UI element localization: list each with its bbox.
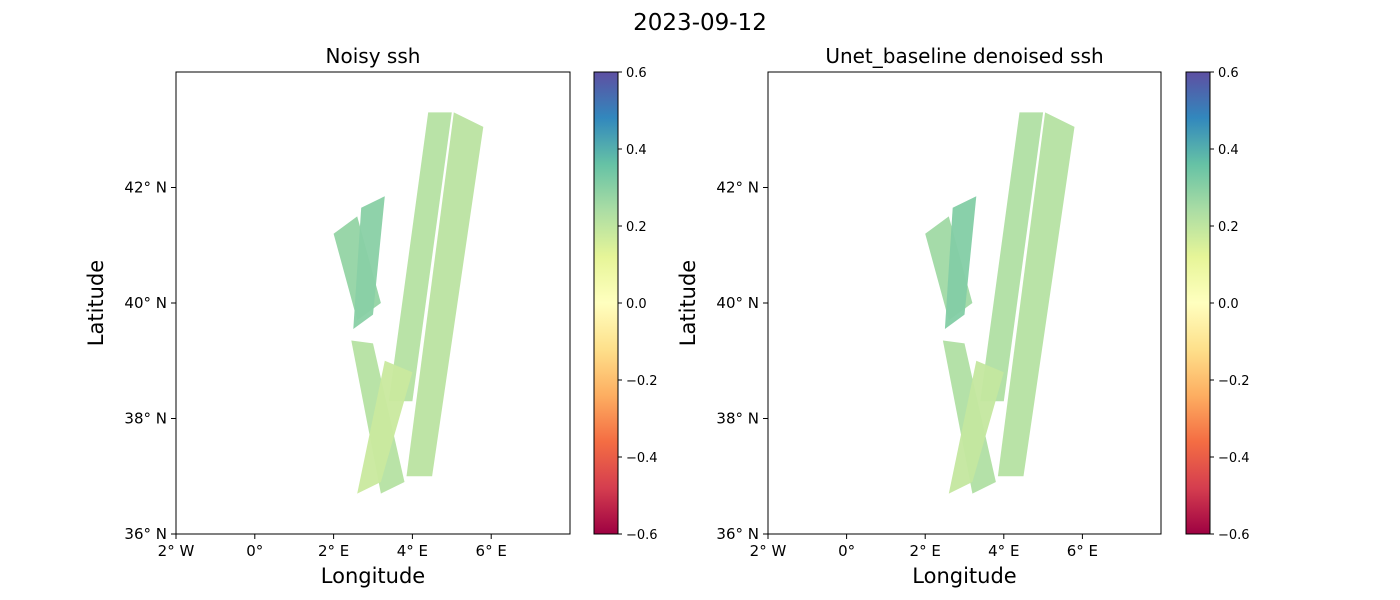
- panel-noisy-ssh: Noisy ssh 2° W 0° 2° E 4° E 6° E 36° N 38° N 40°…: [84, 44, 658, 588]
- y-tick-label: 40° N: [716, 294, 759, 312]
- ssh-swath-3: [980, 112, 1044, 402]
- colorbar-tick-label: −0.2: [1218, 374, 1250, 389]
- y-tick-label: 40° N: [124, 294, 167, 312]
- colorbar-tick-label: 0.4: [626, 143, 647, 158]
- ssh-swath-6: [948, 360, 1004, 494]
- ssh-swath-4: [997, 112, 1075, 477]
- y-axis-label: Latitude: [676, 260, 700, 346]
- ssh-swath-4: [406, 112, 484, 477]
- ssh-swath-3: [388, 112, 452, 402]
- x-tick-label: 6° E: [476, 542, 507, 560]
- ssh-swath-2: [944, 196, 977, 329]
- colorbar-tick-label: −0.6: [1218, 528, 1250, 543]
- x-axis-label: Longitude: [912, 564, 1016, 588]
- colorbar-tick-label: 0.2: [1218, 220, 1239, 235]
- x-tick-label: 2° E: [910, 542, 941, 560]
- colorbar-tick-label: −0.4: [626, 451, 658, 466]
- colorbar-tick-label: 0.4: [1218, 143, 1239, 158]
- ssh-swath-6: [357, 360, 413, 494]
- x-tick-label: 2° W: [158, 542, 195, 560]
- y-tick-label: 38° N: [124, 410, 167, 428]
- colorbar-tick-label: 0.0: [626, 297, 647, 312]
- colorbar: [1185, 71, 1211, 535]
- figure-suptitle: 2023-09-12: [633, 10, 767, 36]
- x-tick-label: 4° E: [397, 542, 428, 560]
- x-tick-label: 0°: [838, 542, 855, 560]
- colorbar-tick-label: 0.2: [626, 220, 647, 235]
- y-tick-label: 42° N: [124, 179, 167, 197]
- panel-denoised-ssh: Unet_baseline denoised ssh 2° W 0° 2° E 4° E…: [676, 44, 1250, 588]
- colorbar-tick-label: −0.2: [626, 374, 658, 389]
- y-tick-label: 42° N: [716, 179, 759, 197]
- colorbar: [593, 71, 619, 535]
- y-axis-label: Latitude: [84, 260, 108, 346]
- colorbar-tick-label: 0.6: [626, 66, 647, 81]
- y-tick-label: 36° N: [716, 525, 759, 543]
- y-tick-label: 38° N: [716, 410, 759, 428]
- x-tick-label: 2° E: [318, 542, 349, 560]
- panel-title: Noisy ssh: [326, 44, 421, 68]
- y-tick-label: 36° N: [124, 525, 167, 543]
- ssh-swath-2: [353, 196, 385, 329]
- colorbar-tick-label: −0.4: [1218, 451, 1250, 466]
- colorbar-tick-label: 0.6: [1218, 66, 1239, 81]
- x-tick-label: 4° E: [988, 542, 1019, 560]
- colorbar-tick-label: 0.0: [1218, 297, 1239, 312]
- x-tick-label: 0°: [246, 542, 263, 560]
- panel-title: Unet_baseline denoised ssh: [825, 44, 1103, 68]
- x-tick-label: 6° E: [1067, 542, 1098, 560]
- x-axis-label: Longitude: [321, 564, 425, 588]
- x-tick-label: 2° W: [750, 542, 787, 560]
- colorbar-tick-label: −0.6: [626, 528, 658, 543]
